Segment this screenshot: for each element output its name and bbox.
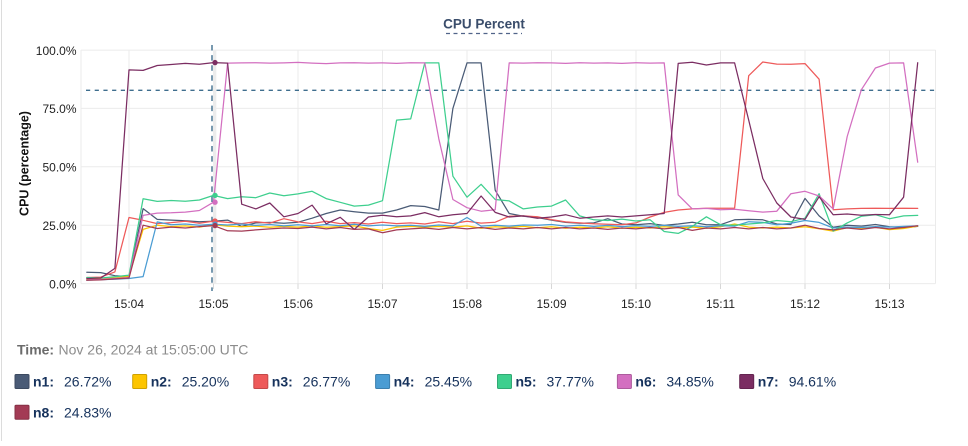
svg-text:n8:: n8:	[33, 404, 54, 420]
svg-text:15:04: 15:04	[114, 297, 144, 311]
svg-text:26.77%: 26.77%	[303, 374, 350, 390]
svg-text:37.77%: 37.77%	[547, 374, 594, 390]
svg-text:n6:: n6:	[635, 374, 656, 390]
svg-text:25.20%: 25.20%	[182, 374, 229, 390]
svg-text:25.0%: 25.0%	[42, 219, 76, 233]
svg-text:n5:: n5:	[516, 374, 537, 390]
svg-text:15:12: 15:12	[790, 297, 820, 311]
svg-text:15:06: 15:06	[283, 297, 313, 311]
svg-text:34.85%: 34.85%	[666, 374, 713, 390]
svg-text:15:11: 15:11	[706, 297, 735, 311]
svg-text:CPU Percent: CPU Percent	[443, 17, 525, 32]
svg-text:Nov 26, 2024 at 15:05:00 UTC: Nov 26, 2024 at 15:05:00 UTC	[59, 342, 249, 358]
svg-text:15:07: 15:07	[367, 297, 397, 311]
svg-text:15:08: 15:08	[452, 297, 482, 311]
svg-text:n3:: n3:	[272, 374, 293, 390]
svg-text:75.0%: 75.0%	[42, 102, 76, 116]
svg-text:15:13: 15:13	[874, 297, 904, 311]
svg-text:0.0%: 0.0%	[49, 277, 77, 291]
svg-text:50.0%: 50.0%	[42, 161, 76, 175]
svg-text:n1:: n1:	[33, 374, 54, 390]
svg-text:100.0%: 100.0%	[36, 44, 77, 58]
svg-text:26.72%: 26.72%	[64, 374, 111, 390]
svg-text:CPU (percentage): CPU (percentage)	[18, 111, 32, 216]
svg-text:n4:: n4:	[394, 374, 415, 390]
svg-text:25.45%: 25.45%	[425, 374, 472, 390]
svg-text:15:09: 15:09	[536, 297, 566, 311]
svg-text:94.61%: 94.61%	[789, 374, 836, 390]
svg-text:n7:: n7:	[758, 374, 779, 390]
svg-text:Time:: Time:	[17, 342, 54, 358]
svg-text:15:05: 15:05	[198, 297, 228, 311]
svg-text:24.83%: 24.83%	[64, 404, 111, 420]
svg-text:n2:: n2:	[151, 374, 172, 390]
svg-text:15:10: 15:10	[621, 297, 651, 311]
